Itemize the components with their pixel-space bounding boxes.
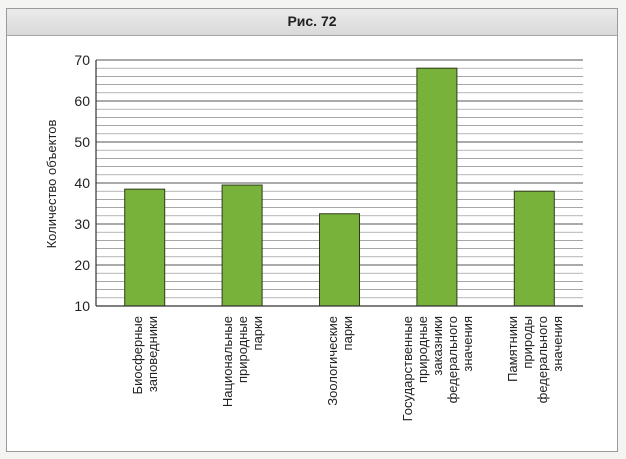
y-tick-label: 10 — [74, 298, 90, 314]
x-category-label-line: парки — [250, 316, 265, 350]
x-category-label-line: природы — [520, 316, 535, 369]
x-category-label-line: федерального — [535, 316, 550, 403]
x-category-label-line: значения — [460, 316, 475, 372]
x-category-label-line: заказники — [430, 316, 445, 376]
x-category-label-line: значения — [550, 316, 565, 372]
y-tick-label: 20 — [74, 257, 90, 273]
x-category-label-line: Памятники — [505, 316, 520, 382]
y-axis-label: Количество объектов — [44, 120, 59, 249]
y-tick-label: 50 — [74, 134, 90, 150]
x-category-labels: Биосферные заповедники Национальные природн… — [130, 316, 565, 421]
bar — [319, 213, 360, 307]
x-category-label-line: Государственные — [400, 316, 415, 421]
bar — [416, 67, 458, 307]
bar — [124, 188, 166, 307]
y-tick-label: 40 — [74, 175, 90, 191]
bars — [124, 67, 555, 307]
x-category-label-line: заповедники — [145, 316, 160, 392]
x-category-label-line: природные — [415, 316, 430, 383]
y-tick-labels: 10 20 30 40 50 60 70 — [74, 52, 90, 314]
x-category-label: Национальные природные парки — [220, 316, 265, 407]
y-tick-label: 60 — [74, 93, 90, 109]
x-category-label-line: федерального — [445, 316, 460, 403]
x-category-label: Государственные природные заказники федерал… — [400, 316, 475, 421]
x-category-label-line: Биосферные — [130, 316, 145, 394]
figure-title: Рис. 72 — [287, 13, 337, 29]
x-category-label: Биосферные заповедники — [130, 316, 160, 394]
x-category-label-line: парки — [340, 316, 355, 350]
y-tick-label: 30 — [74, 216, 90, 232]
x-category-label-line: Зоологические — [325, 316, 340, 406]
bar — [513, 190, 555, 307]
figure-header: Рис. 72 — [7, 9, 617, 36]
y-tick-label: 70 — [74, 52, 90, 68]
axes — [95, 60, 583, 307]
x-category-label: Памятники природы федерального значения — [505, 316, 565, 403]
x-category-label: Зоологические парки — [325, 316, 355, 406]
x-category-label-line: Национальные — [220, 316, 235, 407]
bar — [221, 184, 263, 307]
x-category-label-line: природные — [235, 316, 250, 383]
